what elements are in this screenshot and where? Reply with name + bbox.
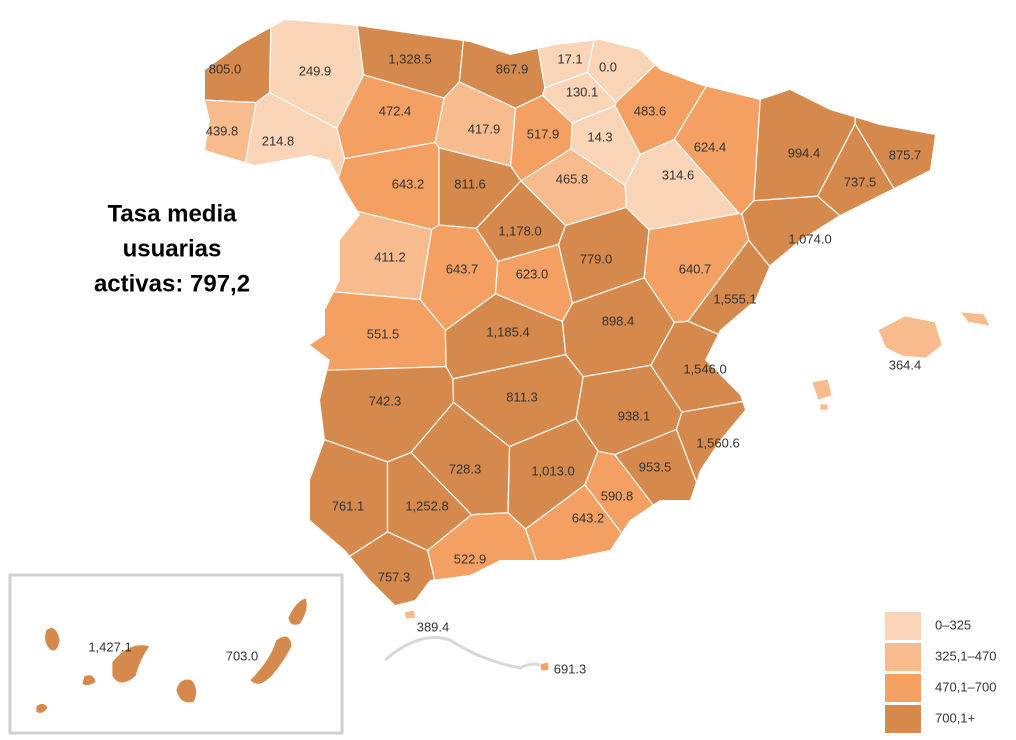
region-label: 1,546.0 [683,361,726,376]
province [675,384,935,605]
region-label: 590.8 [601,488,634,503]
region-label: 805.0 [209,61,242,76]
legend-swatch [885,643,921,671]
region-label: 551.5 [367,326,400,341]
legend-swatch [885,705,921,733]
province [205,283,447,377]
region-label: 643.2 [572,510,605,525]
region-label: 742.3 [369,393,402,408]
region-label: 691.3 [554,661,587,676]
region-label: 757.3 [378,569,411,584]
legend-label: 470,1–700 [935,679,996,694]
region-label: 640.7 [679,261,712,276]
region-label: 623.0 [516,266,549,281]
province [650,320,839,413]
region-label: 517.9 [527,126,560,141]
title-line: Tasa media [108,200,238,227]
region-label: 994.4 [788,145,821,160]
region-label: 703.0 [226,648,259,663]
region-label: 761.1 [332,498,365,513]
region-label: 938.1 [618,408,651,423]
region-label: 811.6 [454,176,486,191]
region-label: 389.4 [417,619,450,634]
region-label: 465.8 [556,171,589,186]
region-label: 1,555.1 [713,291,756,306]
region-label: 130.1 [566,84,599,99]
region-label: 898.4 [602,313,635,328]
canarias-frame [8,573,344,735]
legend-label: 0–325 [935,617,971,632]
province [205,366,455,463]
region-label: 737.5 [844,174,877,189]
region-label: 411.2 [374,249,406,264]
region-label: 1,074.0 [788,231,831,246]
island [403,609,417,620]
islands [35,311,991,714]
province [613,428,750,605]
region-label: 867.9 [496,61,529,76]
title-line: usuarias [123,235,222,262]
region-label: 214.8 [262,133,295,148]
region-label: 811.3 [506,389,538,404]
title: Tasa media usuarias activas: 797,2 [94,200,250,297]
island [539,661,550,672]
region-label: 728.3 [449,461,482,476]
region-label: 1,427.1 [88,639,131,654]
title-line: activas: 797,2 [94,270,250,297]
region-label: 1,185.4 [486,324,529,339]
region-label: 953.5 [639,459,672,474]
region-label: 417.9 [468,121,501,136]
region-label: 643.2 [392,176,425,191]
region-label: 643.7 [446,261,479,276]
island [35,627,151,714]
region-label: 439.8 [206,123,239,138]
region-label: 14.3 [587,129,612,144]
strait-line [384,636,546,670]
province [741,195,935,450]
region-label: 1,178.0 [498,223,541,238]
region-label: 483.6 [634,103,667,118]
region-label: 522.9 [454,551,487,566]
region-label: 0.0 [599,59,617,74]
region-label: 875.7 [889,147,922,162]
region-label: 314.6 [662,167,695,182]
region-label: 779.0 [580,251,613,266]
island [811,311,991,411]
region-label: 17.1 [557,51,582,66]
legend-label: 700,1+ [935,710,975,725]
region-label: 1,328.5 [388,51,431,66]
region-label: 364.4 [889,357,922,372]
legend: 0–325 325,1–470 470,1–700 700,1+ [885,612,996,733]
region-label: 249.9 [299,63,332,78]
island [175,597,308,704]
legend-swatch [885,612,921,640]
province [205,20,273,104]
region-label: 1,013.0 [531,463,574,478]
region-label: 624.4 [694,139,727,154]
legend-label: 325,1–470 [935,648,996,663]
region-label: 472.4 [379,103,412,118]
legend-swatch [885,674,921,702]
region-label: 1,252.8 [405,498,448,513]
region-label: 1,560.6 [696,435,739,450]
